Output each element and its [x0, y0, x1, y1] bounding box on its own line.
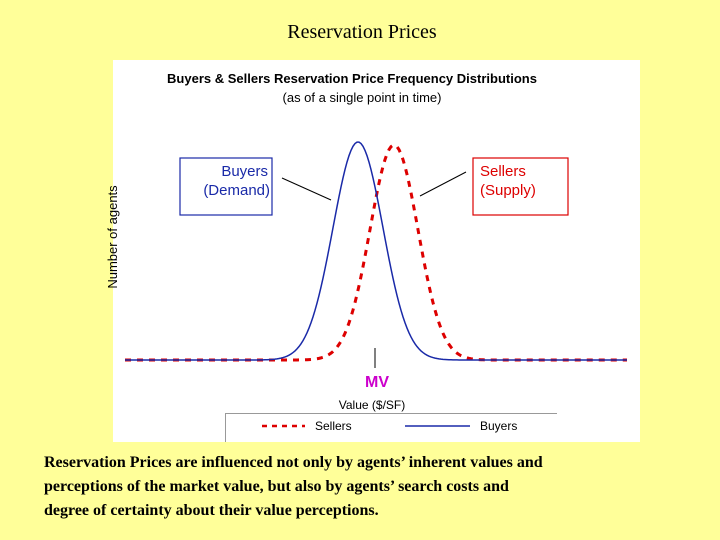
buyers-label: (Demand): [203, 182, 270, 199]
sellers-box: [472, 157, 569, 216]
legend-label: Buyers: [480, 419, 517, 433]
slide-title: Reservation Prices: [287, 21, 437, 43]
sellers-pointer: [419, 171, 467, 197]
caption-line: degree of certainty about their value pe…: [44, 502, 379, 519]
chart-area: [113, 60, 640, 442]
x-axis-label: Value ($/SF): [339, 398, 405, 412]
chart-title: Buyers & Sellers Reservation Price Frequ…: [167, 71, 537, 86]
chart-subtitle: (as of a single point in time): [283, 90, 442, 105]
buyers-box: [179, 157, 273, 216]
caption-line: Reservation Prices are influenced not on…: [44, 454, 543, 471]
buyers-label: Buyers: [221, 163, 268, 180]
buyers-pointer: [281, 177, 332, 201]
sellers-label: (Supply): [480, 182, 536, 199]
legend-label: Sellers: [315, 419, 352, 433]
mv-label: MV: [365, 374, 389, 391]
caption-line: perceptions of the market value, but als…: [44, 478, 509, 495]
sellers-label: Sellers: [480, 163, 526, 180]
buyers-curve: [125, 141, 627, 361]
y-axis-label: Number of agents: [105, 185, 120, 289]
